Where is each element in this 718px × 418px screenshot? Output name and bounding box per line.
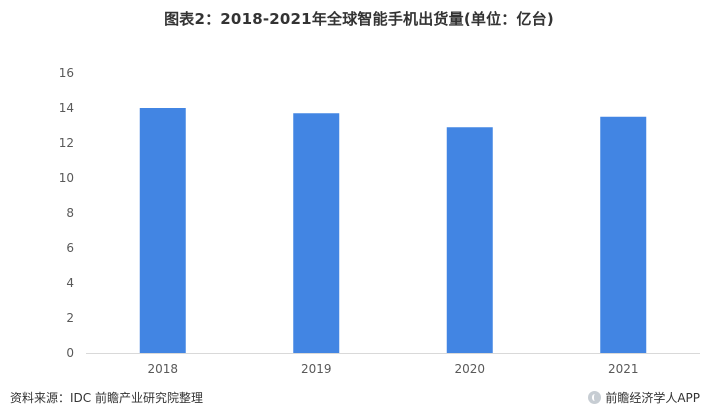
brand-credit: 前瞻经济学人APP — [588, 389, 700, 406]
brand-name: 前瞻经济学人APP — [605, 391, 700, 405]
bar-2021 — [600, 116, 647, 353]
y-axis-ticks: 0 2 4 6 8 10 12 14 16 — [59, 66, 74, 360]
y-tick-label: 16 — [59, 66, 74, 80]
bar-2019 — [293, 113, 340, 353]
source-note: 资料来源：IDC 前瞻产业研究院整理 — [10, 391, 203, 405]
x-tick-label: 2018 — [147, 362, 178, 376]
x-tick-label: 2019 — [301, 362, 332, 376]
x-tick-label: 2021 — [608, 362, 639, 376]
y-tick-label: 8 — [66, 206, 74, 220]
x-axis-ticks: 2018 2019 2020 2021 — [147, 362, 638, 376]
chart-title: 图表2：2018-2021年全球智能手机出货量(单位：亿台) — [164, 10, 554, 28]
bars — [139, 108, 647, 353]
y-tick-label: 14 — [59, 101, 74, 115]
qianzhan-logo-icon — [588, 391, 602, 404]
x-tick-label: 2020 — [454, 362, 485, 376]
y-tick-label: 6 — [66, 241, 74, 255]
y-tick-label: 0 — [66, 346, 74, 360]
bar-2020 — [446, 127, 493, 353]
y-tick-label: 4 — [66, 276, 74, 290]
y-tick-label: 10 — [59, 171, 74, 185]
bar-2018 — [139, 108, 186, 353]
y-tick-label: 12 — [59, 136, 74, 150]
y-tick-label: 2 — [66, 311, 74, 325]
